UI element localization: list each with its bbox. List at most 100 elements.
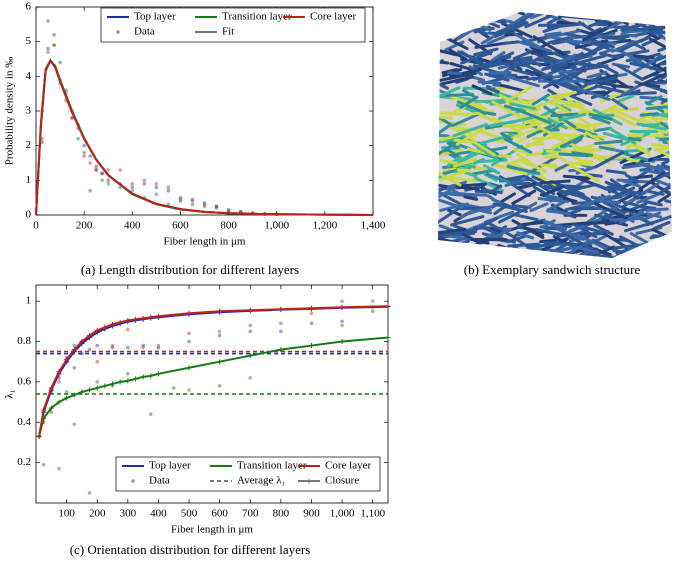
- fiber: [552, 51, 568, 60]
- fiber: [608, 127, 637, 145]
- fiber: [550, 73, 567, 79]
- fiber: [583, 220, 609, 226]
- fiber: [593, 202, 628, 220]
- fiber: [624, 173, 640, 184]
- fiber: [519, 248, 544, 257]
- fiber: [615, 89, 641, 99]
- fiber: [449, 61, 477, 73]
- data-point: [46, 50, 50, 54]
- fiber: [650, 177, 672, 192]
- fiber: [504, 178, 527, 187]
- closure-marker: [148, 373, 154, 379]
- y-tick-label: 6: [26, 1, 32, 13]
- fiber: [438, 248, 446, 256]
- fiber: [588, 112, 613, 121]
- fiber: [594, 84, 625, 94]
- fiber: [472, 142, 499, 162]
- fiber: [660, 61, 672, 66]
- fiber: [531, 93, 550, 106]
- fit-line: [38, 305, 389, 437]
- fiber: [493, 205, 506, 215]
- data-point: [82, 154, 86, 158]
- fiber: [467, 203, 499, 215]
- data-point: [94, 164, 98, 169]
- closure-marker: [186, 310, 192, 316]
- fiber: [459, 95, 479, 109]
- fiber: [554, 162, 570, 172]
- fiber: [478, 247, 505, 258]
- data-point: [217, 329, 222, 334]
- fiber: [503, 137, 533, 154]
- fiber: [532, 185, 548, 196]
- closure-marker: [339, 339, 345, 345]
- fiber: [559, 134, 585, 149]
- legend-label: Closure: [325, 475, 359, 487]
- fiber: [530, 43, 546, 55]
- fiber: [620, 250, 636, 258]
- fiber: [630, 142, 652, 156]
- x-tick-label: 700: [242, 508, 259, 520]
- fiber: [490, 51, 506, 62]
- data-point: [141, 343, 145, 348]
- closure-marker: [247, 307, 253, 313]
- fiber: [586, 37, 615, 49]
- fiber: [542, 72, 575, 89]
- closure-marker: [110, 381, 116, 387]
- data-point: [57, 466, 61, 471]
- data-point: [148, 412, 153, 416]
- fiber: [542, 62, 569, 71]
- fiber: [569, 239, 591, 254]
- fiber: [543, 115, 568, 130]
- fiber: [544, 252, 565, 258]
- data-point: [171, 386, 176, 390]
- fiber: [463, 170, 478, 178]
- data-point: [248, 323, 253, 328]
- closure-marker: [117, 319, 123, 325]
- data-point: [156, 345, 161, 350]
- data-point: [214, 204, 219, 209]
- fiber: [654, 4, 673, 8]
- fiber: [546, 198, 569, 212]
- data-point: [100, 171, 104, 176]
- fiber: [457, 50, 484, 64]
- fiber: [543, 105, 577, 129]
- fiber: [525, 75, 554, 81]
- data-point: [41, 462, 46, 467]
- fiber: [613, 243, 639, 250]
- closure-marker: [102, 383, 108, 389]
- x-tick-label: 900: [303, 508, 320, 520]
- fiber: [443, 20, 459, 31]
- fiber: [622, 207, 639, 213]
- fiber: [438, 186, 447, 195]
- fiber: [503, 74, 540, 88]
- fiber: [452, 123, 488, 138]
- fit-line: [35, 58, 374, 216]
- closure-marker: [148, 314, 154, 320]
- fiber: [590, 41, 610, 50]
- data-point: [126, 372, 130, 376]
- fiber: [438, 20, 466, 38]
- fiber: [484, 254, 514, 258]
- data-point: [88, 188, 92, 193]
- fiber: [450, 215, 485, 227]
- data-point: [214, 204, 219, 209]
- fiber: [642, 12, 672, 17]
- caption: (c) Orientation distribution for differe…: [70, 542, 311, 557]
- fiber: [663, 164, 672, 174]
- fiber: [635, 144, 648, 152]
- fiber: [447, 71, 463, 76]
- data-point: [340, 323, 344, 328]
- fiber: [584, 194, 612, 206]
- fiber: [618, 211, 645, 225]
- fiber: [542, 54, 561, 68]
- fiber: [542, 193, 564, 201]
- fiber: [644, 244, 672, 258]
- fiber: [640, 65, 670, 81]
- data-point: [166, 185, 171, 190]
- closure-marker: [117, 379, 123, 385]
- legend-swatch: [116, 30, 120, 34]
- closure-marker: [140, 315, 146, 321]
- fiber: [526, 123, 556, 139]
- data-point: [106, 182, 111, 186]
- closure-marker: [110, 321, 116, 327]
